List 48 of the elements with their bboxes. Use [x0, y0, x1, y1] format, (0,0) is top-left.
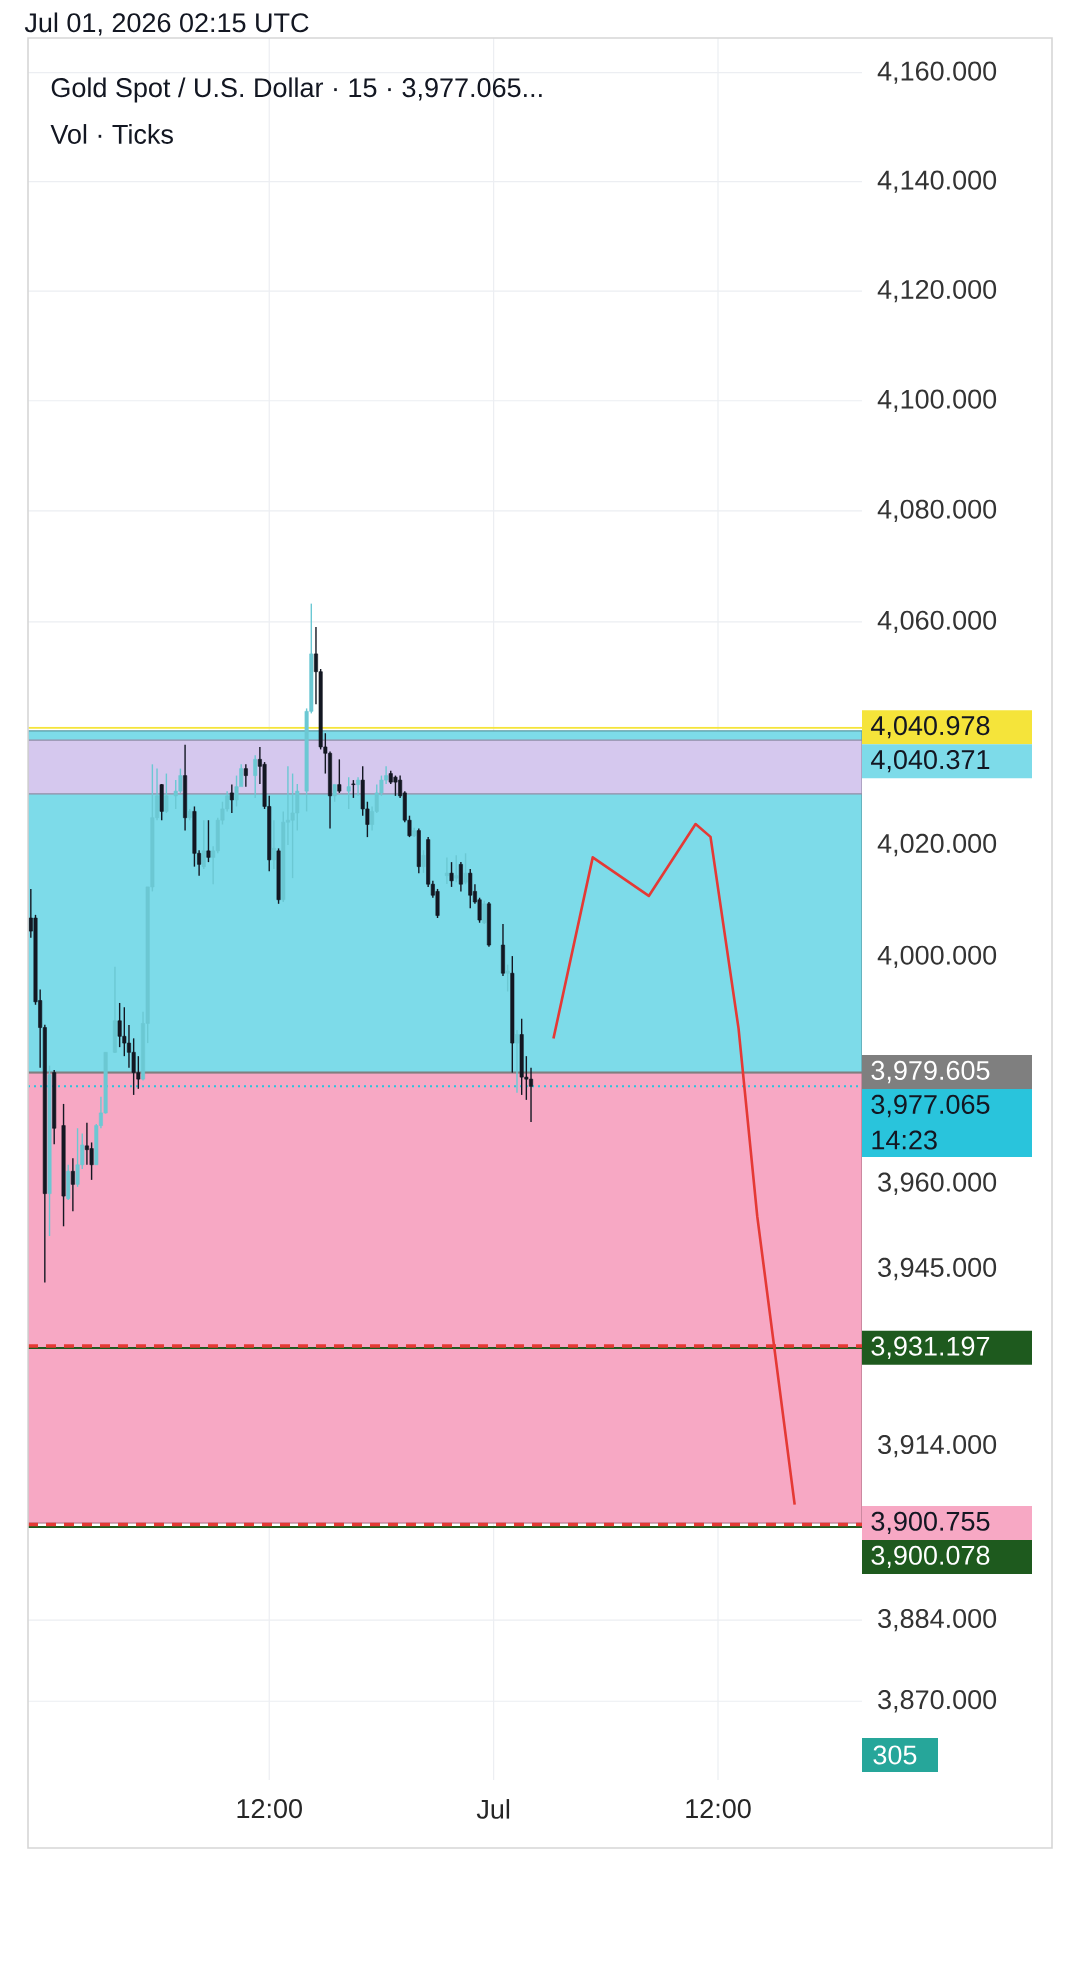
- candlestick: [468, 868, 473, 910]
- y-tick-label: 3,884.000: [878, 1608, 997, 1632]
- y-tick-label: 3,960.000: [878, 1172, 997, 1195]
- candlestick: [346, 776, 351, 810]
- y-tick-label: 3,945.000: [878, 1257, 997, 1281]
- candlestick: [243, 763, 248, 788]
- text: 14:23: [872, 1130, 937, 1150]
- x-tick-label: 12:00: [686, 1799, 751, 1819]
- text: Jul 01, 2026 02:15 UTC: [24, 12, 309, 36]
- y-tick-label: 4,100.000: [877, 389, 997, 412]
- text: Gold Spot / U.S. Dollar · 15 · 3,977.065...: [51, 77, 542, 103]
- candlestick: [482, 899, 487, 925]
- candlestick: [515, 1029, 519, 1094]
- y-tick-label: 4,080.000: [877, 499, 997, 522]
- candlestick: [444, 856, 449, 885]
- ref-line-label: 3,977.065: [871, 1094, 990, 1118]
- candlestick: [70, 1157, 75, 1212]
- band-label: 4,040.371: [871, 750, 990, 773]
- candlestick: [206, 819, 211, 863]
- y-tick-label: 4,020.000: [877, 833, 997, 857]
- candlestick: [337, 758, 342, 794]
- y-tick-label: 4,060.000: [877, 610, 997, 634]
- y-tick-label: 4,140.000: [877, 170, 997, 193]
- candlestick: [458, 861, 463, 893]
- ref-line-label: 3,979.605: [871, 1060, 990, 1084]
- candlestick: [421, 849, 426, 874]
- band-label: 3,900.755: [871, 1511, 990, 1535]
- candlestick: [463, 852, 468, 885]
- candlestick: [454, 854, 459, 883]
- candlestick: [271, 819, 276, 870]
- y-tick-label: 3,870.000: [878, 1690, 997, 1713]
- candlestick: [201, 819, 206, 870]
- candlestick: [356, 776, 361, 797]
- x-tick-label: Jul: [476, 1799, 510, 1819]
- ref-line-label: 3,931.197: [871, 1336, 990, 1359]
- candlestick: [505, 963, 510, 993]
- y-tick-label: 3,914.000: [878, 1434, 997, 1458]
- text: Vol · Ticks: [50, 124, 173, 144]
- y-tick-label: 4,000.000: [877, 945, 997, 968]
- candlestick: [253, 754, 258, 799]
- candlestick: [449, 861, 454, 888]
- text: 305: [873, 1745, 917, 1765]
- ref-line-label: 4,040.978: [871, 716, 990, 739]
- y-tick-label: 4,120.000: [877, 279, 997, 303]
- y-tick-label: 4,160.000: [877, 61, 997, 84]
- candlestick: [164, 772, 169, 814]
- x-tick-label: 12:00: [237, 1799, 302, 1819]
- ref-line-label: 3,900.078: [871, 1545, 990, 1569]
